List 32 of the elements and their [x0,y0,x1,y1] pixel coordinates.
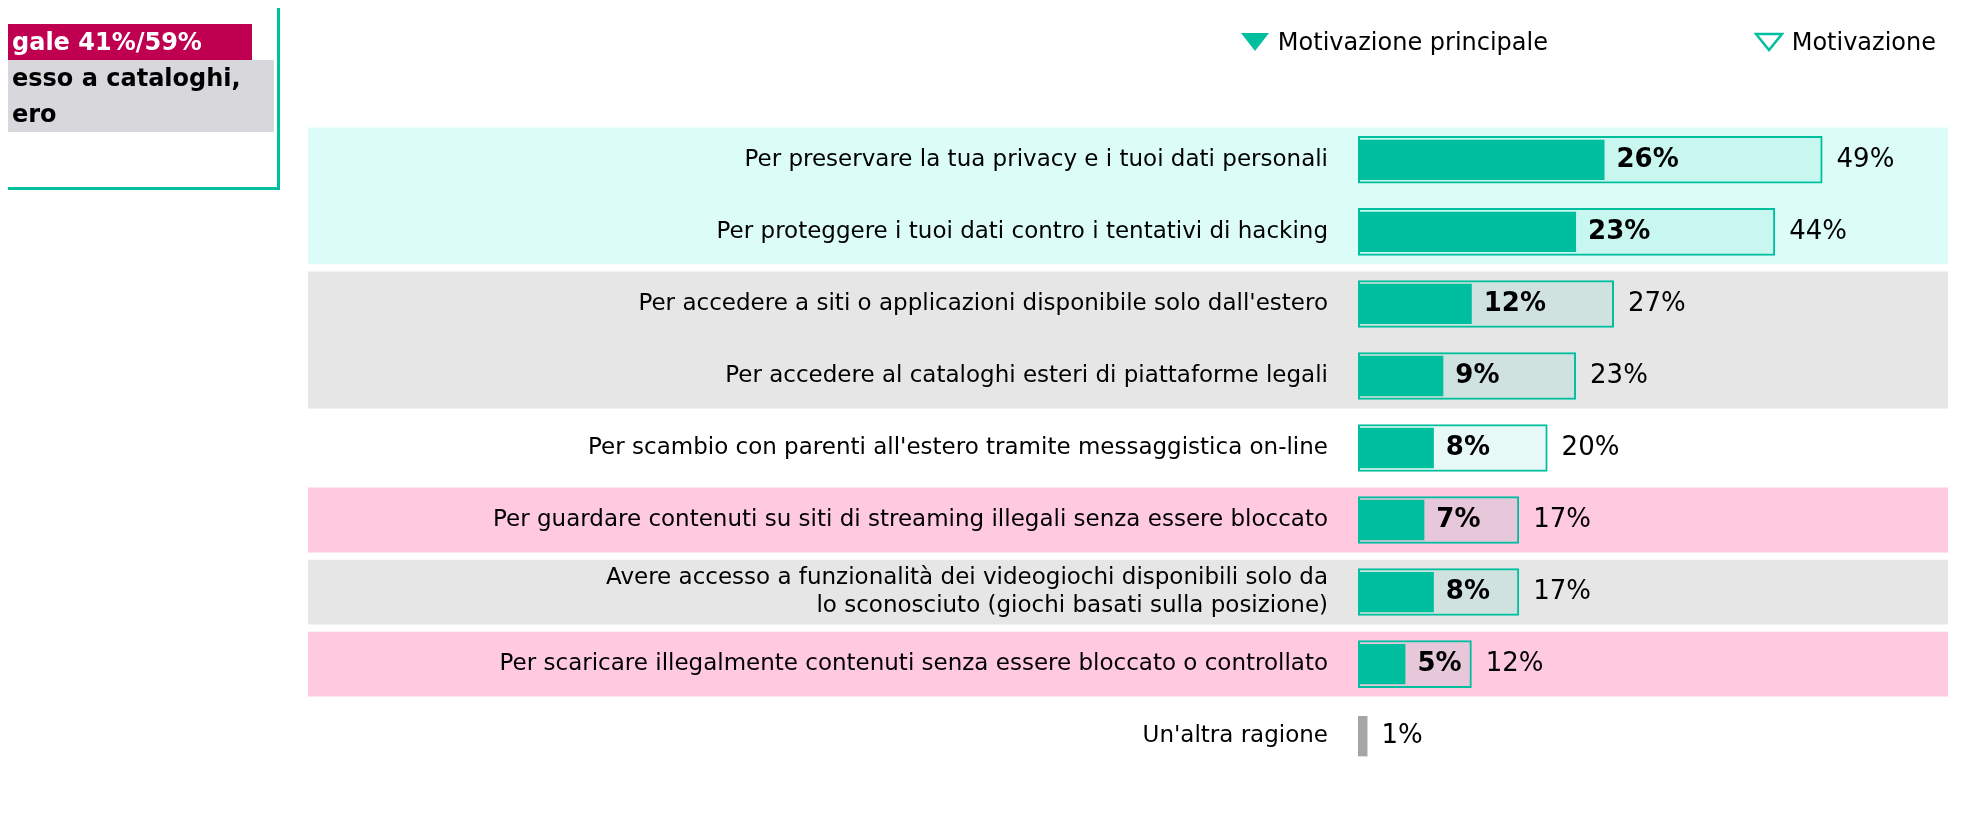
legend-label: Motivazione principale [1277,28,1548,56]
y-tick-label: Avere accesso a funzionalità dei videogiochi disponibili solo da lo sconosciuto (giochi basati sulla posizione) [606,563,1328,617]
data-label: 49% [1836,142,1895,173]
text: ero [8,96,274,132]
text: gale 41%/59% [8,24,252,60]
data-label: 17% [1533,502,1591,533]
data-label: 20% [1561,430,1620,461]
data-label: 12% [1485,646,1544,677]
data-label: 8% [1445,430,1490,461]
data-label: 9% [1455,358,1500,389]
y-tick-label: Per guardare contenuti su siti di streaming illegali senza essere bloccato [493,505,1328,532]
data-label: 7% [1436,502,1481,533]
text: esso a cataloghi, [8,60,274,96]
data-label: 17% [1533,574,1591,605]
data-label: 23% [1588,214,1651,245]
data-label: 1% [1381,718,1423,749]
y-tick-label: Per accedere al cataloghi esteri di piattaforme legali [725,360,1328,387]
data-label: 26% [1616,142,1679,173]
y-tick-label: Per scaricare illegalmente contenuti senza essere bloccato o controllato [499,649,1328,676]
y-tick-label: Per proteggere i tuoi dati contro i tentativi di hacking [716,216,1328,243]
data-label: 44% [1789,214,1847,245]
data-label: 5% [1417,646,1462,677]
y-tick-label: Per scambio con parenti all'estero tramite messaggistica on-line [588,432,1328,459]
data-label: 23% [1590,358,1648,389]
y-tick-label: Per preservare la tua privacy e i tuoi dati personali [744,144,1328,171]
y-tick-label: Un'altra ragione [1142,721,1328,748]
data-label: 8% [1445,574,1490,605]
bar [1358,716,1368,757]
y-tick-label: Per accedere a siti o applicazioni disponibile solo dall'estero [638,288,1328,315]
legend-label: Motivazione [1791,28,1936,56]
data-label: 12% [1483,286,1547,317]
data-label: 27% [1627,286,1686,317]
